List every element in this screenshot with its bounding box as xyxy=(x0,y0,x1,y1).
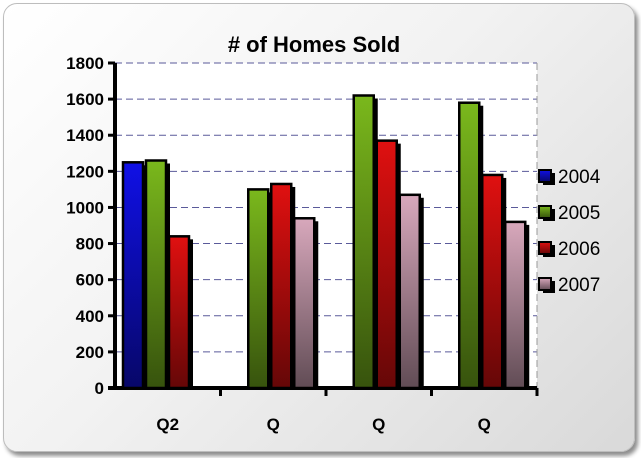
bar-2006 xyxy=(270,182,293,390)
y-tick-label: 200 xyxy=(76,343,104,362)
x-tick-label: Q xyxy=(372,415,385,434)
legend-label-2006: 2006 xyxy=(558,239,600,260)
y-tick-label: 1800 xyxy=(66,54,104,73)
bars xyxy=(121,94,530,390)
bar-2006 xyxy=(481,173,504,390)
x-tick-label: Q2 xyxy=(156,415,179,434)
y-tick-label: 800 xyxy=(76,235,104,254)
bar-2006 xyxy=(167,235,191,390)
bar-2006 xyxy=(375,139,398,390)
legend-swatch-2007 xyxy=(538,277,552,291)
x-tick-label: Q xyxy=(478,415,491,434)
legend-swatch-2006 xyxy=(538,241,552,255)
y-tick-label: 600 xyxy=(76,271,104,290)
y-tick-label: 1400 xyxy=(66,126,104,145)
legend-swatch-2005 xyxy=(538,205,552,219)
bar-2005 xyxy=(247,188,270,390)
y-tick-label: 1200 xyxy=(66,162,104,181)
bar-2005 xyxy=(352,94,375,390)
legend-swatch-2004 xyxy=(538,169,552,183)
legend-label-2004: 2004 xyxy=(558,167,601,188)
y-tick-label: 1600 xyxy=(66,90,104,109)
bar-2004 xyxy=(121,161,145,390)
bar-2005 xyxy=(144,159,168,390)
x-tick-label: Q xyxy=(267,415,280,434)
y-tick-label: 1000 xyxy=(66,198,104,217)
y-tick-label: 0 xyxy=(95,379,104,398)
legend-label-2007: 2007 xyxy=(558,275,600,296)
tick-labels: 0 200 400 600 800 1000 1200 1400 1600 1800 Q2 Q Q Q xyxy=(66,54,491,434)
y-tick-label: 400 xyxy=(76,307,104,326)
bar-2007 xyxy=(398,193,421,390)
legend-label-2005: 2005 xyxy=(558,203,600,224)
bar-2007 xyxy=(293,217,316,390)
bar-2005 xyxy=(458,101,481,390)
chart-title: # of Homes Sold xyxy=(228,32,400,57)
bar-2007 xyxy=(504,220,527,390)
legend: 2004 2005 2006 2007 xyxy=(538,167,601,296)
